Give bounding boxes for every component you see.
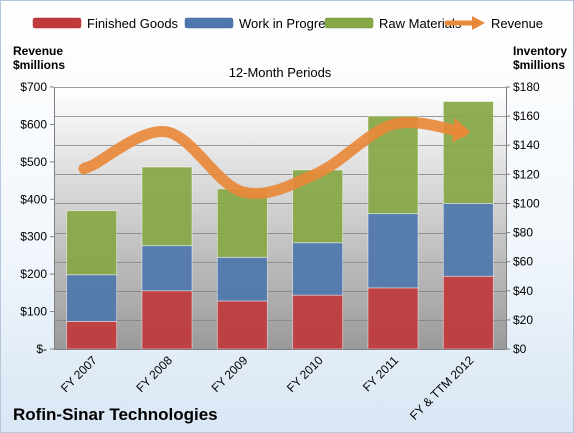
left-tick-label: $600	[20, 117, 47, 131]
right-tick-label: $40	[513, 284, 533, 298]
bar-finished-goods-0	[66, 320, 118, 350]
right-tick-label: $180	[513, 80, 540, 94]
bar-work-in-progress-4	[367, 213, 419, 289]
chart-title: Rofin-Sinar Technologies	[13, 405, 218, 424]
left-tick-label: $500	[20, 155, 47, 169]
plot-area	[54, 87, 506, 349]
legend-swatch-raw-materials	[324, 17, 374, 29]
legend-swatch-finished-goods	[32, 17, 82, 29]
left-tick-label: $400	[20, 192, 47, 206]
right-tick-label: $120	[513, 167, 540, 181]
legend-swatch-work-in-progress	[184, 17, 234, 29]
right-tick-label: $140	[513, 138, 540, 152]
legend-swatch-revenue	[444, 16, 485, 30]
right-tick-label: $160	[513, 109, 540, 123]
chart-subtitle: 12-Month Periods	[229, 65, 332, 80]
category-label: FY 2010	[284, 353, 326, 395]
right-tick-label: $80	[513, 226, 533, 240]
right-tick-label: $60	[513, 255, 533, 269]
left-axis-title-line1: Revenue	[13, 44, 63, 58]
revenue-line-layer	[78, 116, 471, 200]
category-label: FY 2011	[360, 353, 401, 394]
right-tick-label: $100	[513, 196, 540, 210]
left-axis-title-line2: $millions	[13, 58, 65, 72]
bar-work-in-progress-0	[66, 274, 118, 322]
right-tick-label: $20	[513, 313, 533, 327]
category-label: FY & TTM 2012	[407, 353, 477, 423]
category-label: FY 2007	[58, 353, 100, 395]
bar-work-in-progress-2	[216, 256, 268, 302]
bars	[66, 101, 494, 350]
left-tick-label: $200	[20, 267, 47, 281]
legend-label-work-in-progress: Work in Progress	[239, 16, 339, 31]
left-tick-label: $700	[20, 80, 47, 94]
right-axis-title-line2: $millions	[513, 58, 565, 72]
bar-finished-goods-3	[292, 294, 344, 350]
bar-finished-goods-4	[367, 287, 419, 350]
left-tick-label: $100	[20, 305, 47, 319]
bar-finished-goods-2	[216, 300, 268, 350]
legend-label-finished-goods: Finished Goods	[87, 16, 179, 31]
category-label: FY 2009	[209, 353, 251, 395]
legend-label-revenue: Revenue	[491, 16, 543, 31]
legend-label-raw-materials: Raw Materials	[379, 16, 462, 31]
bar-finished-goods-5	[442, 275, 494, 350]
bar-raw-materials-1	[141, 166, 193, 247]
category-label: FY 2008	[133, 353, 175, 395]
bar-raw-materials-2	[216, 188, 268, 258]
gridlines	[54, 87, 506, 321]
left-tick-label: $-	[36, 342, 47, 356]
bar-work-in-progress-5	[442, 203, 494, 277]
left-tick-label: $300	[20, 230, 47, 244]
right-tick-label: $0	[513, 342, 527, 356]
bar-work-in-progress-3	[292, 242, 344, 296]
revenue-line-arrowhead	[452, 117, 471, 143]
bar-raw-materials-5	[442, 101, 494, 204]
bar-raw-materials-0	[66, 210, 118, 276]
legend: Finished Goods Work in Progress Raw Mate…	[32, 16, 543, 31]
bar-finished-goods-1	[141, 290, 193, 350]
right-axis-title-line1: Inventory	[513, 44, 567, 58]
bar-work-in-progress-1	[141, 245, 193, 292]
